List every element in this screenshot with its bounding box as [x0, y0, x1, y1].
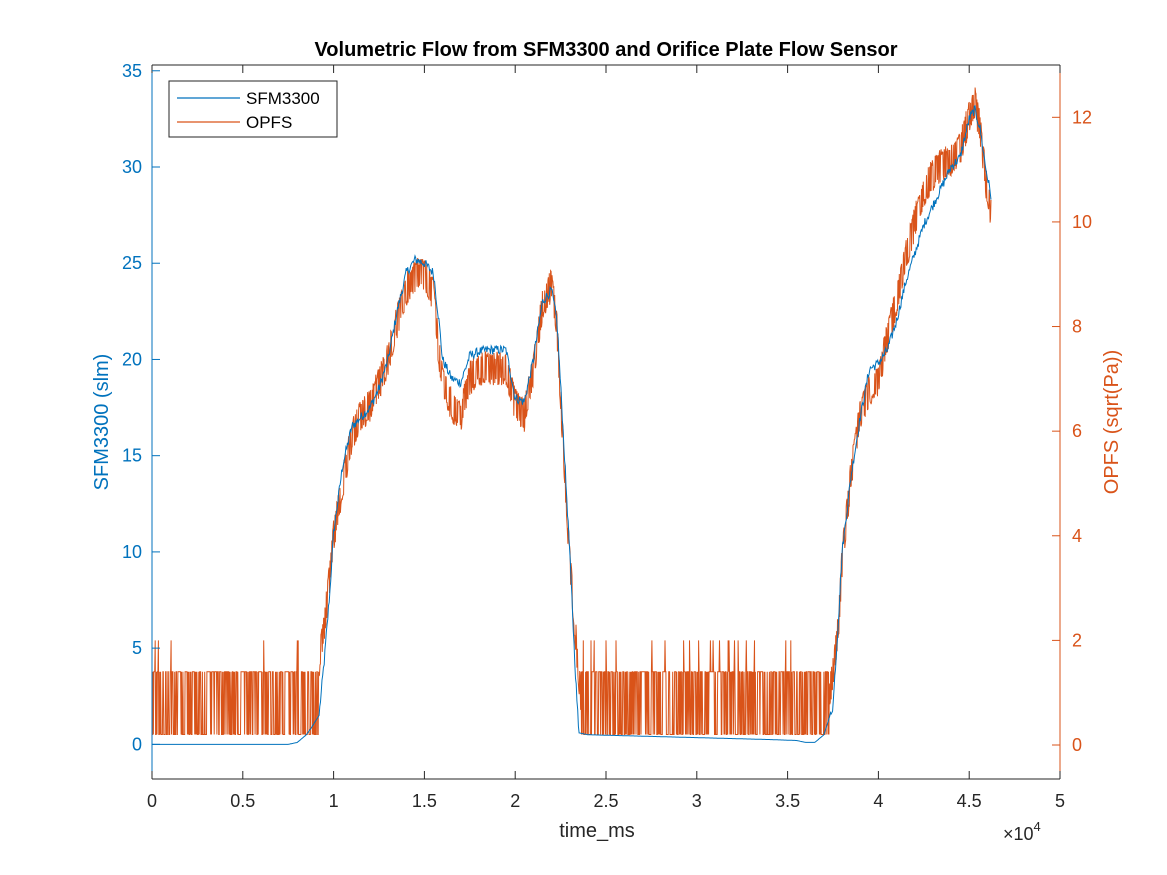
legend-box: [168, 80, 338, 138]
legend: SFM3300 OPFS: [168, 80, 338, 138]
left-y-axis-label: SFM3300 (slm): [91, 354, 113, 491]
x-tick-label: 2.5: [593, 791, 618, 811]
right-y-tick-label: 8: [1072, 317, 1082, 337]
x-tick-label: 1: [329, 791, 339, 811]
x-tick-label: 1.5: [412, 791, 437, 811]
right-y-axis-label: OPFS (sqrt(Pa)): [1101, 350, 1123, 494]
opfs-series-layer: [152, 87, 992, 735]
right-y-tick-label: 4: [1072, 526, 1082, 546]
x-tick-label: 3.5: [775, 791, 800, 811]
left-y-tick-label: 35: [122, 61, 142, 81]
left-y-tick-label: 30: [122, 157, 142, 177]
x-tick-label: 4: [873, 791, 883, 811]
legend-label-opfs: OPFS: [246, 113, 292, 132]
left-y-tick-label: 0: [132, 734, 142, 754]
x-exponent-power: 4: [1034, 819, 1041, 834]
opfs-line: [152, 87, 992, 735]
x-tick-label: 4.5: [957, 791, 982, 811]
x-tick-label: 0: [147, 791, 157, 811]
right-y-tick-label: 0: [1072, 735, 1082, 755]
left-y-tick-label: 10: [122, 542, 142, 562]
right-y-tick-label: 12: [1072, 107, 1092, 127]
left-y-tick-label: 5: [132, 638, 142, 658]
x-tick-label: 5: [1055, 791, 1065, 811]
x-exponent-base: ×10: [1003, 824, 1034, 844]
tick-layer: 0 0.5 1 1.5 2 2.5 3 3.5 4 4.5 5 0 5 10 15 20 25 30 35 0 2 4 6 8…: [122, 61, 1092, 811]
left-y-tick-label: 20: [122, 349, 142, 369]
right-y-tick-label: 6: [1072, 421, 1082, 441]
x-tick-label: 3: [692, 791, 702, 811]
x-axis-label: time_ms: [559, 820, 635, 842]
right-y-tick-label: 10: [1072, 212, 1092, 232]
right-y-tick-label: 2: [1072, 630, 1082, 650]
legend-label-sfm3300: SFM3300: [246, 89, 320, 108]
sfm3300-series-layer: [152, 105, 992, 745]
chart-title: Volumetric Flow from SFM3300 and Orifice…: [314, 39, 897, 61]
x-tick-label: 2: [510, 791, 520, 811]
sfm3300-line: [152, 105, 992, 745]
x-exponent-label: ×104: [1003, 819, 1041, 844]
left-y-tick-label: 15: [122, 446, 142, 466]
left-y-tick-label: 25: [122, 253, 142, 273]
x-tick-label: 0.5: [230, 791, 255, 811]
